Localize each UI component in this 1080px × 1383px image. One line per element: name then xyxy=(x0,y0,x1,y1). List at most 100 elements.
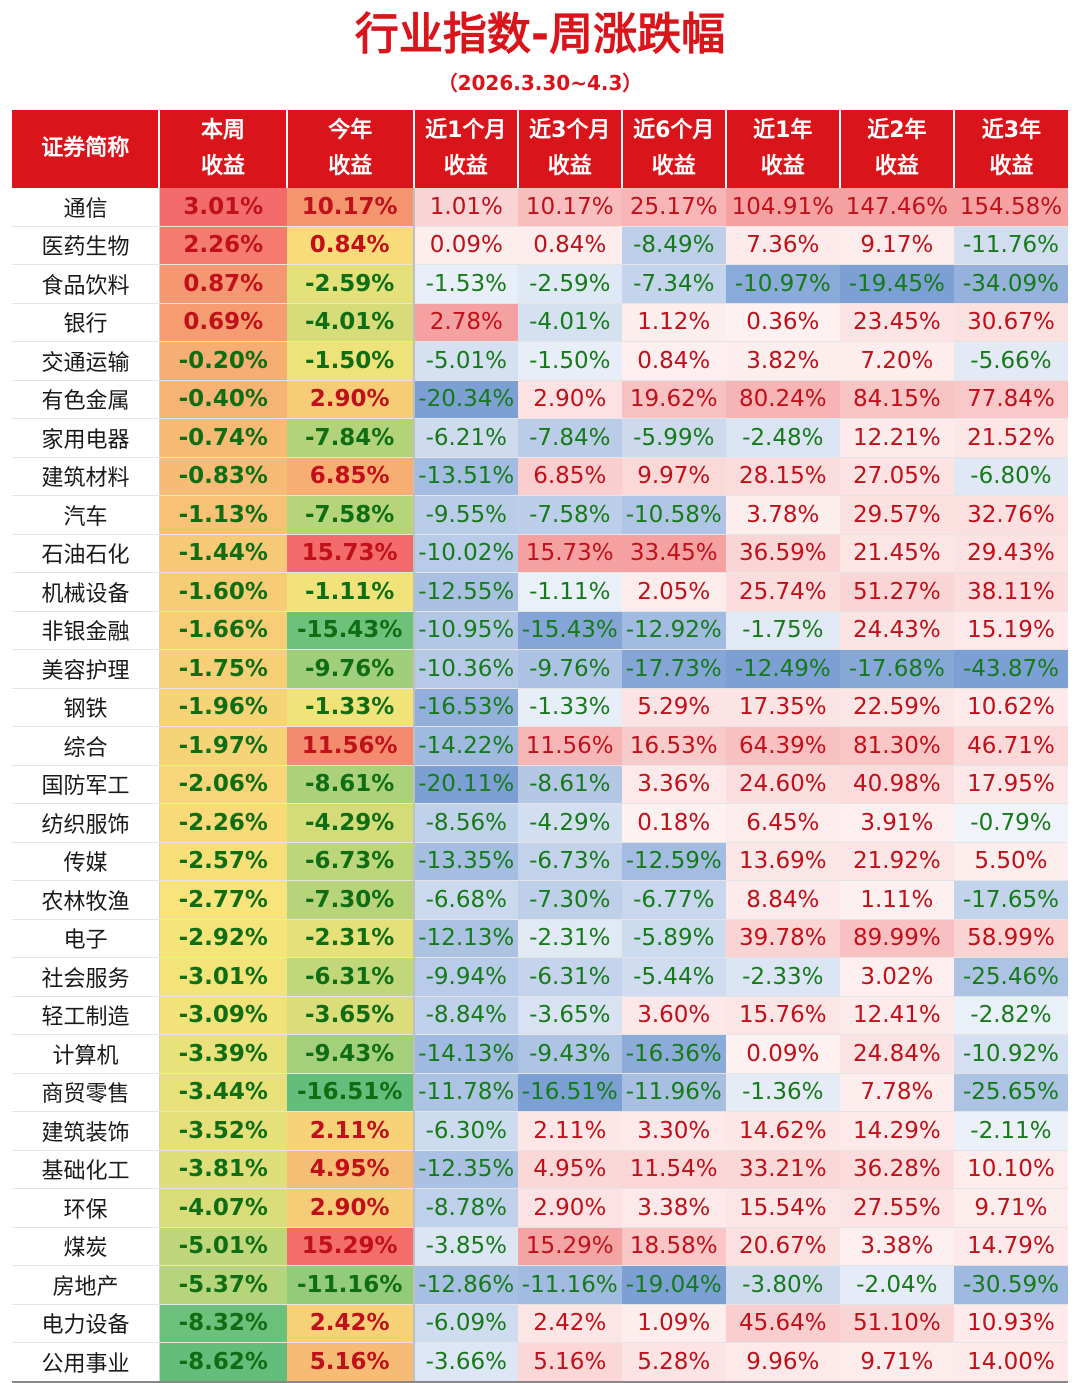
table-row: 通信 3.01% 10.17% 1.01% 10.17% 25.17% 104.91% 147… xyxy=(12,188,1068,227)
industry-name-cell: 轻工制造 xyxy=(12,996,160,1035)
return-value-cell: -6.09% xyxy=(413,1304,518,1343)
industry-name-cell: 国防军工 xyxy=(12,765,160,804)
return-value-cell: 29.43% xyxy=(953,534,1068,573)
return-value-cell: -3.81% xyxy=(159,1150,287,1189)
return-value-cell: -10.97% xyxy=(725,264,840,304)
return-value-cell: 15.29% xyxy=(517,1227,622,1266)
return-value-cell: -9.76% xyxy=(517,649,622,689)
return-value-cell: -3.52% xyxy=(159,1111,287,1151)
return-value-cell: -3.01% xyxy=(159,957,287,997)
return-value-cell: -1.75% xyxy=(725,611,840,650)
return-value-cell: -9.55% xyxy=(413,495,518,535)
return-value-cell: 46.71% xyxy=(953,726,1068,766)
return-value-cell: 58.99% xyxy=(953,919,1068,958)
return-value-cell: -6.31% xyxy=(286,957,415,997)
industry-name-cell: 环保 xyxy=(12,1188,160,1228)
return-value-cell: 3.30% xyxy=(621,1111,726,1151)
return-value-cell: -6.68% xyxy=(413,880,518,920)
return-value-cell: -12.55% xyxy=(413,572,518,612)
table-row: 电子 -2.92% -2.31% -12.13% -2.31% -5.89% 39.78% 8… xyxy=(12,919,1068,958)
return-value-cell: -7.34% xyxy=(621,264,726,304)
industry-name-cell: 美容护理 xyxy=(12,649,160,689)
return-value-cell: -8.32% xyxy=(159,1304,287,1343)
return-value-cell: 77.84% xyxy=(953,380,1068,419)
return-value-cell: -8.49% xyxy=(621,226,726,265)
return-value-cell: -16.51% xyxy=(286,1073,415,1112)
return-value-cell: 4.95% xyxy=(286,1150,415,1189)
return-value-cell: 10.62% xyxy=(953,688,1068,727)
table-row: 食品饮料 0.87% -2.59% -1.53% -2.59% -7.34% -10.97%… xyxy=(12,264,1068,304)
return-value-cell: 3.01% xyxy=(159,188,287,227)
return-value-cell: -1.75% xyxy=(159,649,287,689)
industry-name-cell: 钢铁 xyxy=(12,688,160,727)
industry-name-cell: 银行 xyxy=(12,303,160,342)
return-value-cell: -5.44% xyxy=(621,957,726,997)
return-value-cell: 25.74% xyxy=(725,572,840,612)
return-value-cell: 1.11% xyxy=(839,880,954,920)
return-value-cell: 40.98% xyxy=(839,765,954,804)
return-value-cell: 9.71% xyxy=(953,1188,1068,1228)
return-value-cell: -1.33% xyxy=(286,688,415,727)
return-value-cell: 45.64% xyxy=(725,1304,840,1343)
return-value-cell: 14.29% xyxy=(839,1111,954,1151)
return-value-cell: -5.99% xyxy=(621,418,726,458)
return-value-cell: -13.35% xyxy=(413,842,518,881)
return-value-cell: -7.84% xyxy=(517,418,622,458)
return-value-cell: 51.10% xyxy=(839,1304,954,1343)
return-value-cell: 5.16% xyxy=(517,1342,622,1383)
table-row: 银行 0.69% -4.01% 2.78% -4.01% 1.12% 0.36% 23.45%… xyxy=(12,303,1068,342)
table-row: 社会服务 -3.01% -6.31% -9.94% -6.31% -5.44% -2.33%… xyxy=(12,957,1068,997)
return-value-cell: -6.77% xyxy=(621,880,726,920)
return-value-cell: -19.45% xyxy=(839,264,954,304)
return-value-cell: -12.59% xyxy=(621,842,726,881)
return-value-cell: -5.89% xyxy=(621,919,726,958)
return-value-cell: -4.01% xyxy=(286,303,415,342)
industry-name-cell: 传媒 xyxy=(12,842,160,881)
return-value-cell: -8.61% xyxy=(517,765,622,804)
return-value-cell: 2.90% xyxy=(286,380,415,419)
table-row: 公用事业 -8.62% 5.16% -3.66% 5.16% 5.28% 9.96% 9.71… xyxy=(12,1342,1068,1383)
return-value-cell: -17.65% xyxy=(953,880,1068,920)
return-value-cell: -1.97% xyxy=(159,726,287,766)
table-header-row: 证券简称 本周 收益 今年 收益 近1个月 收益 近3个月 收益 近6个月 收益 近1年 收益 近2年 收益… xyxy=(12,110,1068,188)
return-value-cell: -6.73% xyxy=(517,842,622,881)
return-value-cell: 13.69% xyxy=(725,842,840,881)
return-value-cell: 15.73% xyxy=(286,534,415,573)
return-value-cell: -7.58% xyxy=(286,495,415,535)
industry-name-cell: 房地产 xyxy=(12,1265,160,1305)
return-value-cell: 9.17% xyxy=(839,226,954,265)
return-value-cell: -17.68% xyxy=(839,649,954,689)
return-value-cell: 2.11% xyxy=(517,1111,622,1151)
column-header: 近2年 收益 xyxy=(839,110,955,188)
return-value-cell: 89.99% xyxy=(839,919,954,958)
return-value-cell: 2.78% xyxy=(413,303,518,342)
return-value-cell: -2.26% xyxy=(159,803,287,843)
table-row: 环保 -4.07% 2.90% -8.78% 2.90% 3.38% 15.54% 27.55… xyxy=(12,1188,1068,1228)
return-value-cell: -3.44% xyxy=(159,1073,287,1112)
return-value-cell: 51.27% xyxy=(839,572,954,612)
return-value-cell: 6.45% xyxy=(725,803,840,843)
column-header: 证券简称 xyxy=(12,110,161,188)
return-value-cell: 0.69% xyxy=(159,303,287,342)
table-row: 有色金属 -0.40% 2.90% -20.34% 2.90% 19.62% 80.24% 8… xyxy=(12,380,1068,419)
return-value-cell: 33.45% xyxy=(621,534,726,573)
return-value-cell: 20.67% xyxy=(725,1227,840,1266)
return-value-cell: 80.24% xyxy=(725,380,840,419)
return-value-cell: 11.54% xyxy=(621,1150,726,1189)
return-value-cell: -2.04% xyxy=(839,1265,954,1305)
return-value-cell: 12.41% xyxy=(839,996,954,1035)
return-value-cell: 147.46% xyxy=(839,188,954,227)
return-value-cell: -5.01% xyxy=(413,341,518,381)
industry-name-cell: 食品饮料 xyxy=(12,264,160,304)
table-row: 医药生物 2.26% 0.84% 0.09% 0.84% -8.49% 7.36% 9.17%… xyxy=(12,226,1068,265)
return-value-cell: -3.39% xyxy=(159,1034,287,1074)
return-value-cell: -20.34% xyxy=(413,380,518,419)
return-value-cell: -2.11% xyxy=(953,1111,1068,1151)
return-value-cell: 0.87% xyxy=(159,264,287,304)
return-value-cell: -11.16% xyxy=(286,1265,415,1305)
return-value-cell: 15.76% xyxy=(725,996,840,1035)
return-value-cell: -16.51% xyxy=(517,1073,622,1112)
return-value-cell: 9.97% xyxy=(621,457,726,496)
column-header: 近3个月 收益 xyxy=(517,110,623,188)
industry-name-cell: 综合 xyxy=(12,726,160,766)
